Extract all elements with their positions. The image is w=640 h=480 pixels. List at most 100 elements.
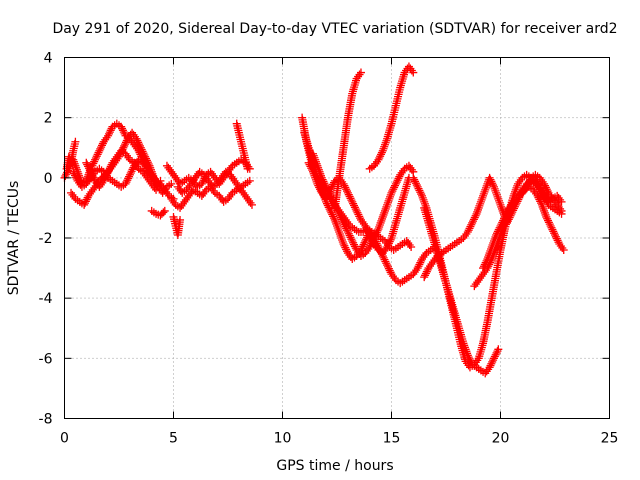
data-point [143,164,152,173]
data-point [488,357,497,366]
series-s19 [420,203,503,378]
data-point [120,141,129,150]
data-point [314,165,323,174]
data-point [311,155,320,164]
data-point [420,273,429,282]
data-point [537,187,546,196]
data-point [375,153,384,162]
data-point [230,176,239,185]
data-point [471,280,480,289]
data-point [185,181,194,190]
data-point [343,249,352,258]
data-point [459,339,468,348]
x-tick-label: 5 [169,431,178,447]
data-point [476,199,485,208]
data-point [369,235,378,244]
x-tick-label: 15 [383,431,401,447]
data-point [80,199,89,208]
data-point [544,188,553,197]
data-point [371,242,380,251]
data-point [543,214,552,223]
data-point [170,198,179,207]
data-point [553,200,562,209]
data-point [216,193,225,202]
data-point [335,229,344,238]
data-point [365,243,374,252]
data-point [384,264,393,273]
data-point [348,197,357,206]
data-point [385,194,394,203]
data-point [90,157,99,166]
data-point [366,241,375,250]
data-point [125,170,134,179]
data-point [537,175,546,184]
data-point [326,191,335,200]
data-point [97,141,106,150]
data-point [377,216,386,225]
data-point [548,194,557,203]
data-point [466,222,475,231]
data-point [379,253,388,262]
data-point [489,181,498,190]
data-point [358,242,367,251]
data-point [404,62,413,71]
data-point [138,167,147,176]
data-point [347,235,356,244]
data-point [121,149,130,158]
data-point [462,347,471,356]
data-point [167,179,176,188]
data-point [311,175,320,184]
data-point [189,175,198,184]
data-point [388,187,397,196]
data-point [556,195,565,204]
data-point [513,179,522,188]
data-point [463,227,472,236]
data-point [133,136,142,145]
data-point [171,173,180,182]
data-point [497,204,506,213]
data-point [161,184,170,193]
data-point [310,153,319,162]
data-point [495,223,504,232]
data-point [121,138,130,147]
data-point [226,190,235,199]
data-point [387,188,396,197]
data-point [484,251,493,260]
data-point [416,258,425,267]
data-point [354,210,363,219]
data-point [486,247,495,256]
data-point [71,161,80,170]
data-point [356,215,365,224]
data-point [231,178,240,187]
data-point [419,253,428,262]
data-point [96,144,105,153]
data-point [431,254,440,263]
data-point [87,169,96,178]
data-point [542,212,551,221]
data-point [368,237,377,246]
data-point [99,176,108,185]
data-point [173,182,182,191]
data-point [343,188,352,197]
data-point [136,143,145,152]
data-point [407,243,416,252]
y-tick-label: -8 [39,412,53,428]
data-point [383,261,392,270]
data-point [93,150,102,159]
data-point [476,197,485,206]
x-tick-label: 10 [274,431,292,447]
data-point [488,241,497,250]
data-point [463,349,472,358]
data-point [135,141,144,150]
data-point [164,163,173,172]
data-point [411,177,420,186]
data-point [538,202,547,211]
data-point [391,179,400,188]
data-point [342,245,351,254]
data-point [469,215,478,224]
data-point [372,228,381,237]
data-point [525,177,534,186]
data-point [553,236,562,245]
data-point [547,192,556,201]
data-point [167,167,176,176]
